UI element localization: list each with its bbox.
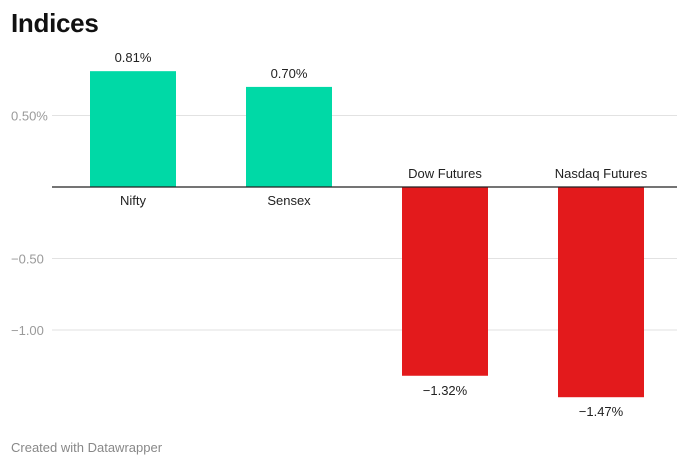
category-label: Nifty — [120, 193, 147, 208]
category-label: Sensex — [267, 193, 311, 208]
bar — [246, 86, 332, 187]
value-label: 0.70% — [271, 66, 308, 81]
y-tick-label: −1.00 — [11, 323, 44, 338]
datawrapper-credit[interactable]: Created with Datawrapper — [11, 440, 163, 455]
category-label: Dow Futures — [408, 166, 482, 181]
y-tick-label: 0.50% — [11, 109, 48, 124]
label-layer: 0.50% −0.50 −1.00 Nifty 0.81% Sensex 0.70% Dow … — [11, 50, 677, 419]
value-label: 0.81% — [115, 50, 152, 65]
category-label: Nasdaq Futures — [555, 166, 648, 181]
value-label: −1.32% — [423, 383, 468, 398]
y-tick-label: −0.50 — [11, 252, 44, 267]
chart-title: Indices — [11, 8, 99, 38]
bar — [558, 187, 644, 398]
bar — [402, 187, 488, 376]
bar-layer — [90, 71, 644, 398]
bar — [90, 71, 176, 187]
value-label: −1.47% — [579, 404, 624, 419]
